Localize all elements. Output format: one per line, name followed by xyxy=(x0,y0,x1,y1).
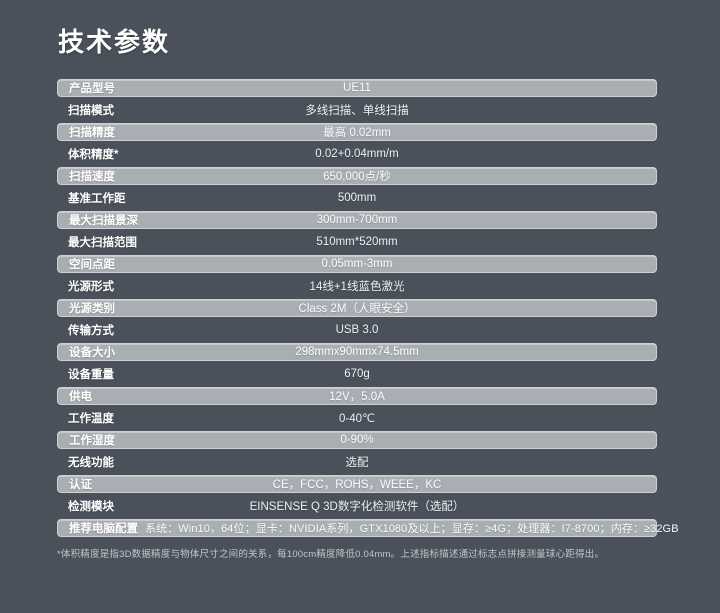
table-row: 推荐电脑配置 系统：Win10，64位；显卡：NVIDIA系列，GTX1080及… xyxy=(57,519,679,538)
spec-value: 510mm*520mm xyxy=(316,236,398,249)
spec-value: EINSENSE Q 3D数字化检测软件（选配） xyxy=(249,501,465,514)
spec-label: 光源形式 xyxy=(68,281,114,294)
spec-label: 扫描模式 xyxy=(68,105,114,118)
spec-value: 650,000点/秒 xyxy=(323,171,391,184)
spec-label: 基准工作距 xyxy=(68,193,126,206)
spec-value: 0.02+0.04mm/m xyxy=(315,148,399,161)
spec-label: 扫描精度 xyxy=(69,127,115,140)
table-row: 无线功能 选配 xyxy=(57,453,657,471)
spec-label: 最大扫描景深 xyxy=(69,215,138,228)
spec-value: 选配 xyxy=(345,457,369,470)
spec-label: 体积精度* xyxy=(68,149,119,162)
spec-label: 检测模块 xyxy=(68,501,114,514)
spec-value: 300mm-700mm xyxy=(316,214,398,227)
spec-label: 最大扫描范围 xyxy=(68,237,137,250)
table-row: 检测模块 EINSENSE Q 3D数字化检测软件（选配） xyxy=(57,497,657,515)
table-row: 基准工作距 500mm xyxy=(57,189,657,207)
spec-label: 推荐电脑配置 xyxy=(69,523,138,536)
table-row: 传输方式 USB 3.0 xyxy=(57,321,657,339)
spec-value: 12V，5.0A xyxy=(329,391,385,404)
spec-value: 0-90% xyxy=(340,434,374,447)
spec-value: UE11 xyxy=(343,82,371,95)
table-row: 产品型号 UE11 xyxy=(57,79,657,98)
table-row: 光源形式 14线+1线蓝色激光 xyxy=(57,277,657,295)
table-row: 供电 12V，5.0A xyxy=(57,387,657,406)
table-row: 最大扫描范围 510mm*520mm xyxy=(57,233,657,251)
table-row: 最大扫描景深 300mm-700mm xyxy=(57,211,657,230)
footnote: *体积精度是指3D数据精度与物体尺寸之间的关系，每100cm精度降低0.04mm… xyxy=(57,549,605,561)
table-row: 工作湿度 0-90% xyxy=(57,431,657,450)
spec-label: 产品型号 xyxy=(69,83,115,96)
table-row: 体积精度* 0.02+0.04mm/m xyxy=(57,145,657,163)
spec-label: 传输方式 xyxy=(68,325,114,338)
spec-value: 0-40℃ xyxy=(339,413,375,426)
table-row: 扫描精度 最高 0.02mm xyxy=(57,123,657,142)
spec-label: 空间点距 xyxy=(69,259,115,272)
spec-value: 多线扫描、单线扫描 xyxy=(305,105,409,118)
table-row: 光源类别 Class 2M（人眼安全） xyxy=(57,299,657,318)
spec-value: 500mm xyxy=(337,192,377,205)
spec-label: 工作温度 xyxy=(68,413,114,426)
spec-value: 670g xyxy=(344,368,370,381)
spec-label: 认证 xyxy=(69,479,92,492)
spec-label: 扫描速度 xyxy=(69,171,115,184)
table-row: 设备大小 298mmx90mmx74.5mm xyxy=(57,343,657,362)
spec-label: 设备大小 xyxy=(69,347,115,360)
spec-label: 无线功能 xyxy=(68,457,114,470)
table-row: 扫描速度 650,000点/秒 xyxy=(57,167,657,186)
spec-label: 光源类别 xyxy=(69,303,115,316)
table-row: 空间点距 0.05mm-3mm xyxy=(57,255,657,274)
page-title: 技术参数 xyxy=(58,27,171,57)
spec-table: 产品型号 UE11 扫描模式 多线扫描、单线扫描 扫描精度 最高 0.02mm … xyxy=(57,79,679,538)
spec-value: 系统：Win10，64位；显卡：NVIDIA系列，GTX1080及以上；显存：≥… xyxy=(145,523,679,536)
spec-label: 供电 xyxy=(69,391,92,404)
spec-value: 14线+1线蓝色激光 xyxy=(309,281,405,294)
spec-value: 298mmx90mmx74.5mm xyxy=(295,346,419,359)
spec-label: 设备重量 xyxy=(68,369,114,382)
spec-value: USB 3.0 xyxy=(335,324,379,337)
table-row: 设备重量 670g xyxy=(57,365,657,383)
spec-label: 工作湿度 xyxy=(69,435,115,448)
spec-value: Class 2M（人眼安全） xyxy=(298,303,416,316)
spec-value: CE，FCC，ROHS，WEEE，KC xyxy=(272,479,442,492)
spec-value: 0.05mm-3mm xyxy=(321,258,393,271)
table-row: 认证 CE，FCC，ROHS，WEEE，KC xyxy=(57,475,657,494)
table-row: 扫描模式 多线扫描、单线扫描 xyxy=(57,101,657,119)
table-row: 工作温度 0-40℃ xyxy=(57,409,657,427)
spec-value: 最高 0.02mm xyxy=(323,127,391,140)
